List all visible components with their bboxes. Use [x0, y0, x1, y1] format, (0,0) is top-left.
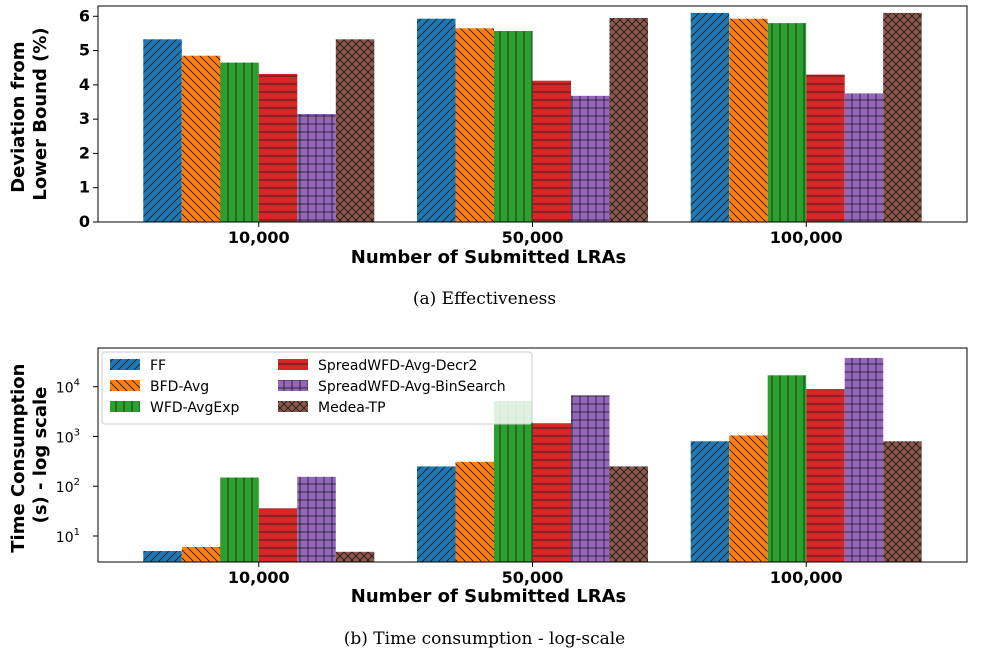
effectiveness-bar-wfd-avgexp-2	[767, 23, 807, 222]
effectiveness-y-tick-label: 5	[79, 41, 90, 60]
effectiveness-bar-bfd-avg-1	[455, 28, 494, 222]
legend-label-spreadwfd-avg-binsearch: SpreadWFD-Avg-BinSearch	[318, 379, 506, 395]
time-consumption-y-tick-label: 104	[56, 378, 80, 397]
effectiveness-x-axis-label: Number of Submitted LRAs	[351, 247, 626, 268]
time-consumption-x-tick-label: 100,000	[770, 568, 843, 587]
effectiveness-bar-ff-1	[417, 18, 456, 223]
legend-label-bfd-avg: BFD-Avg	[150, 379, 209, 395]
effectiveness-x-tick-label: 10,000	[228, 228, 290, 247]
effectiveness-bar-wfd-avgexp-0	[220, 62, 259, 222]
time-consumption-bar-spreadwfd-avg-binsearch-0	[297, 476, 336, 562]
effectiveness-bar-ff-2	[690, 12, 730, 223]
effectiveness-y-axis-label-line-2: Lower Bound (%)	[30, 27, 51, 200]
effectiveness-bar-spreadwfd-avg-decr2-2	[806, 74, 845, 222]
effectiveness-bars	[143, 12, 922, 223]
legend-label-wfd-avgexp: WFD-AvgExp	[150, 400, 239, 416]
effectiveness-x-ticks: 10,000 50,000 100,000	[228, 222, 843, 247]
legend-swatch-bfd-avg	[110, 380, 140, 391]
time-consumption-y-tick-label: 101	[56, 527, 80, 546]
legend-swatch-ff	[110, 359, 140, 370]
legend: FF BFD-Avg WFD-AvgExp SpreadWFD-Avg-Decr2 Sp…	[101, 351, 533, 425]
effectiveness-y-tick-label: 4	[79, 75, 90, 94]
time-consumption-bar-medea-tp-2	[883, 441, 922, 562]
effectiveness-caption: (a) Effectiveness	[413, 289, 556, 309]
effectiveness-bar-bfd-avg-2	[729, 18, 768, 223]
time-consumption-x-tick-label: 10,000	[228, 568, 290, 587]
time-consumption-bar-spreadwfd-avg-decr2-0	[258, 508, 298, 562]
time-consumption-bar-ff-1	[417, 466, 456, 562]
time-consumption-x-axis-label: Number of Submitted LRAs	[351, 586, 626, 607]
time-consumption-bar-medea-tp-0	[335, 551, 375, 562]
legend-label-spreadwfd-avg-decr2: SpreadWFD-Avg-Decr2	[318, 358, 477, 374]
time-consumption-x-ticks: 10,000 50,000 100,000	[228, 562, 843, 587]
effectiveness-bar-spreadwfd-avg-decr2-0	[258, 73, 298, 223]
time-consumption-y-ticks: 101 102 103 104	[56, 378, 98, 546]
time-consumption-y-tick-label: 103	[56, 427, 80, 446]
time-consumption-bar-spreadwfd-avg-decr2-2	[806, 389, 845, 562]
legend-label-ff: FF	[150, 358, 166, 374]
time-consumption-y-tick-label: 102	[56, 477, 80, 496]
effectiveness-chart: 0 1 2 3 4 5 6 10,000 50,000 100,000 Deviation fr…	[8, 5, 968, 309]
legend-box	[101, 351, 533, 425]
time-consumption-caption: (b) Time consumption - log-scale	[344, 629, 625, 649]
time-consumption-bar-bfd-avg-1	[455, 461, 494, 562]
effectiveness-bar-spreadwfd-avg-binsearch-1	[571, 95, 610, 222]
effectiveness-bar-spreadwfd-avg-decr2-1	[532, 80, 571, 222]
time-consumption-bar-spreadwfd-avg-decr2-1	[532, 423, 571, 562]
effectiveness-y-tick-label: 0	[79, 212, 90, 231]
time-consumption-bar-ff-0	[143, 551, 182, 562]
time-consumption-y-axis-label-line-2: (s) - log scale	[30, 387, 51, 524]
effectiveness-bar-medea-tp-1	[609, 18, 648, 222]
effectiveness-bar-spreadwfd-avg-binsearch-2	[844, 93, 884, 223]
time-consumption-y-axis-label: Time Consumption (s) - log scale	[8, 357, 51, 552]
effectiveness-y-tick-label: 1	[79, 178, 90, 197]
time-consumption-bar-wfd-avgexp-1	[494, 400, 533, 562]
effectiveness-bar-wfd-avgexp-1	[494, 31, 533, 222]
effectiveness-bar-medea-tp-0	[335, 39, 375, 222]
effectiveness-y-axis-label: Deviation from Lower Bound (%)	[8, 27, 51, 200]
time-consumption-bar-spreadwfd-avg-binsearch-1	[571, 395, 610, 562]
effectiveness-bar-spreadwfd-avg-binsearch-0	[297, 114, 336, 222]
effectiveness-y-tick-label: 6	[79, 6, 90, 25]
time-consumption-bar-ff-2	[690, 441, 730, 562]
effectiveness-x-tick-label: 100,000	[770, 228, 843, 247]
time-consumption-chart: 101 102 103 104 10,000 50,000 100,000 Time Co…	[8, 347, 968, 649]
time-consumption-bars	[143, 357, 922, 562]
time-consumption-y-axis-label-line-1: Time Consumption	[8, 364, 29, 553]
time-consumption-bar-spreadwfd-avg-binsearch-2	[844, 357, 884, 562]
effectiveness-bar-medea-tp-2	[883, 12, 922, 223]
effectiveness-y-ticks: 0 1 2 3 4 5 6	[79, 6, 98, 231]
effectiveness-bar-ff-0	[143, 39, 182, 222]
legend-swatch-spreadwfd-avg-binsearch	[278, 380, 308, 391]
legend-swatch-medea-tp	[278, 401, 308, 412]
effectiveness-bar-bfd-avg-0	[181, 55, 221, 223]
legend-label-medea-tp: Medea-TP	[318, 400, 386, 416]
time-consumption-bar-medea-tp-1	[609, 466, 648, 562]
effectiveness-x-tick-label: 50,000	[502, 228, 564, 247]
time-consumption-bar-wfd-avgexp-2	[767, 375, 807, 562]
legend-swatch-spreadwfd-avg-decr2	[278, 359, 308, 370]
legend-swatch-wfd-avgexp	[110, 401, 140, 412]
time-consumption-bar-bfd-avg-2	[729, 435, 768, 562]
effectiveness-y-tick-label: 3	[79, 109, 90, 128]
effectiveness-y-axis-label-line-1: Deviation from	[8, 42, 29, 193]
time-consumption-x-tick-label: 50,000	[502, 568, 564, 587]
time-consumption-bar-bfd-avg-0	[181, 547, 221, 562]
time-consumption-bar-wfd-avgexp-0	[220, 477, 259, 562]
effectiveness-y-tick-label: 2	[79, 143, 90, 162]
